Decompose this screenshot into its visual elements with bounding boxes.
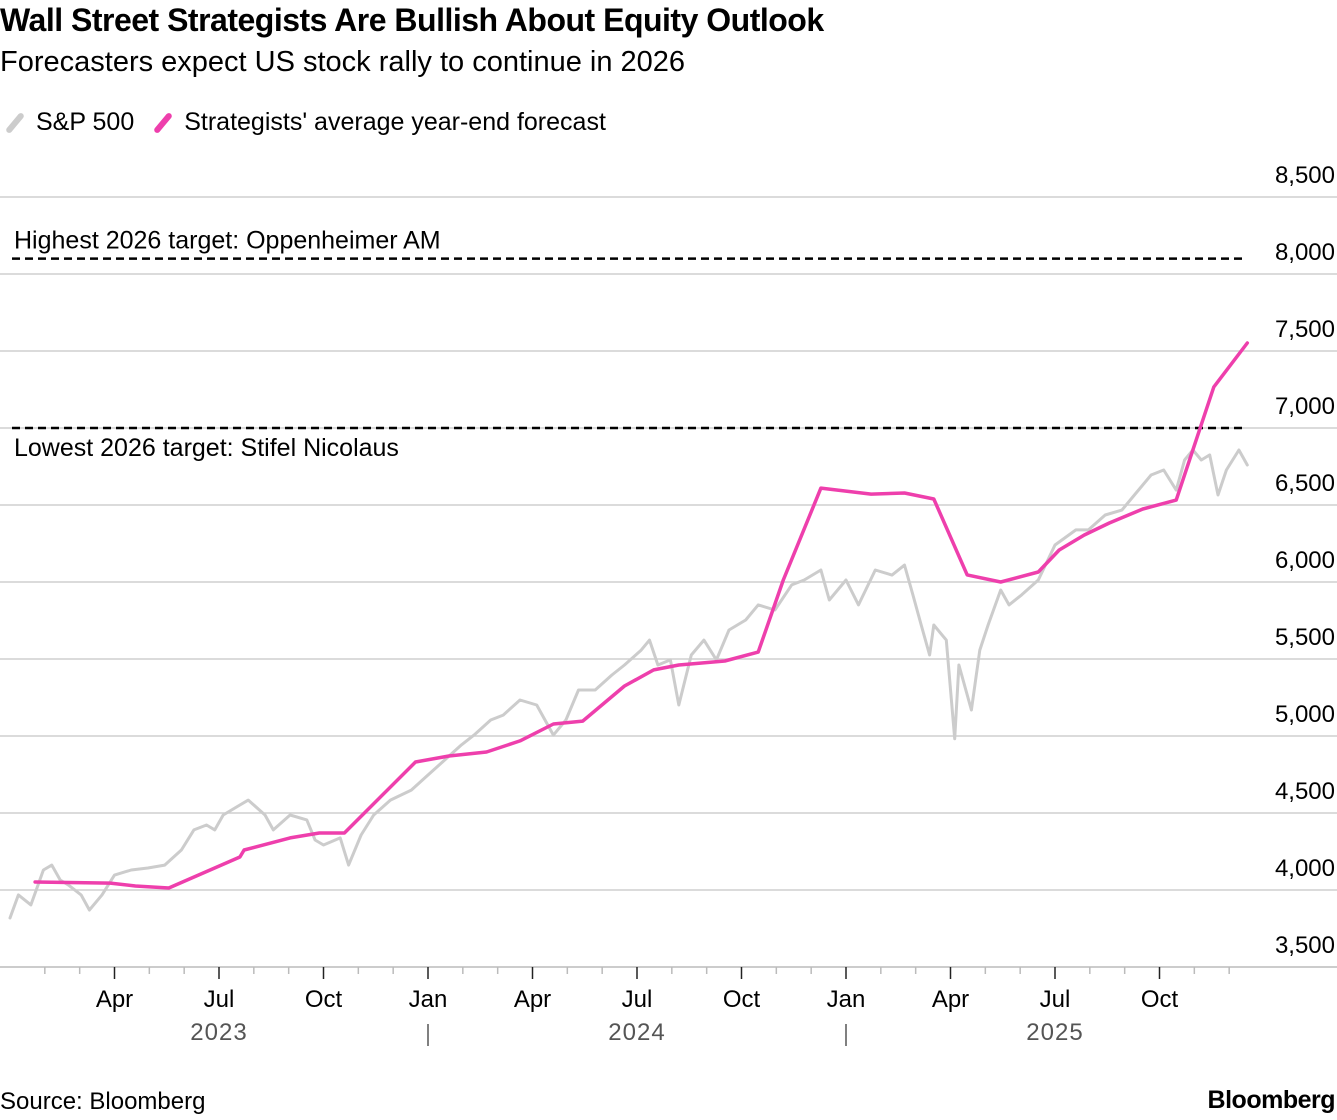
x-year-label: 2025 — [1026, 1019, 1083, 1046]
reference-line-label: Highest 2026 target: Oppenheimer AM — [14, 227, 441, 255]
legend-item-sp500: S&P 500 — [0, 108, 134, 137]
y-tick-label: 5,500 — [1275, 624, 1335, 651]
y-tick-label: 8,000 — [1275, 239, 1335, 266]
y-tick-label: 6,000 — [1275, 547, 1335, 574]
legend-label-sp500: S&P 500 — [36, 108, 135, 136]
y-tick-label: 8,500 — [1275, 162, 1335, 189]
x-tick-label: Jul — [622, 986, 653, 1013]
legend-item-forecast: Strategists' average year-end forecast — [148, 108, 606, 137]
brand-logo: Bloomberg — [1207, 1086, 1336, 1114]
y-tick-label: 3,500 — [1275, 932, 1335, 959]
x-tick-label: Apr — [932, 986, 969, 1013]
x-tick-label: Jan — [409, 986, 448, 1013]
x-year-label: 2024 — [608, 1019, 665, 1046]
y-tick-label: 4,000 — [1275, 855, 1335, 882]
legend-label-forecast: Strategists' average year-end forecast — [184, 108, 606, 136]
x-tick-label: Apr — [96, 986, 133, 1013]
chart-subtitle: Forecasters expect US stock rally to con… — [0, 46, 686, 78]
y-tick-label: 6,500 — [1275, 470, 1335, 497]
x-tick-label: Apr — [514, 986, 551, 1013]
y-tick-label: 5,000 — [1275, 701, 1335, 728]
y-tick-label: 7,500 — [1275, 316, 1335, 343]
x-tick-label: Oct — [305, 986, 343, 1013]
x-tick-label: Jul — [204, 986, 235, 1013]
y-tick-label: 7,000 — [1275, 393, 1335, 420]
x-tick-label: Oct — [723, 986, 761, 1013]
legend: S&P 500 Strategists' average year-end fo… — [0, 108, 620, 137]
y-tick-label: 4,500 — [1275, 778, 1335, 805]
x-year-label: 2023 — [190, 1019, 247, 1046]
forecast-line — [33, 341, 1250, 890]
x-tick-label: Jul — [1040, 986, 1071, 1013]
x-tick-label: Oct — [1141, 986, 1179, 1013]
chart-title: Wall Street Strategists Are Bullish Abou… — [0, 2, 824, 38]
x-tick-label: Jan — [827, 986, 866, 1013]
reference-line-label: Lowest 2026 target: Stifel Nicolaus — [14, 434, 399, 462]
source-note: Source: Bloomberg — [0, 1088, 206, 1115]
